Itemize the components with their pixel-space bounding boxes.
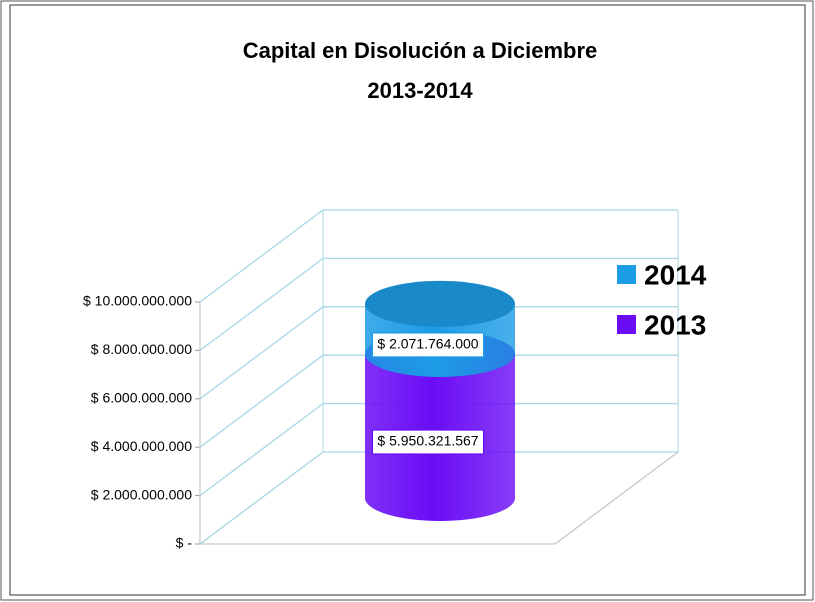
value-label-box bbox=[371, 332, 485, 358]
legend-label: 2014 bbox=[644, 259, 707, 290]
grid-line bbox=[199, 402, 678, 497]
chart-title: 2013-2014 bbox=[367, 78, 473, 103]
legend-swatch bbox=[617, 315, 636, 334]
y-tick-label: $ 2.000.000.000 bbox=[91, 486, 192, 502]
value-label: $ 2.071.764.000 bbox=[377, 336, 478, 352]
value-label-box bbox=[371, 429, 485, 455]
grid-line bbox=[199, 451, 678, 545]
cylinder-top bbox=[365, 280, 515, 327]
y-tick-label: $ - bbox=[176, 535, 193, 551]
y-tick-label: $ 4.000.000.000 bbox=[91, 438, 192, 454]
grid-line bbox=[199, 306, 678, 400]
grid-line bbox=[199, 209, 678, 303]
y-tick-label: $ 10.000.000.000 bbox=[83, 293, 192, 309]
value-label: $ 5.950.321.567 bbox=[377, 433, 478, 449]
legend-swatch bbox=[617, 265, 636, 284]
y-tick-label: $ 8.000.000.000 bbox=[91, 341, 192, 357]
y-tick-label: $ 6.000.000.000 bbox=[91, 390, 192, 406]
legend-label: 2013 bbox=[644, 309, 706, 340]
grid-line bbox=[199, 354, 678, 448]
chart-title: Capital en Disolución a Diciembre bbox=[243, 38, 598, 63]
grid-line bbox=[199, 257, 678, 351]
chart-area-border bbox=[9, 4, 806, 596]
